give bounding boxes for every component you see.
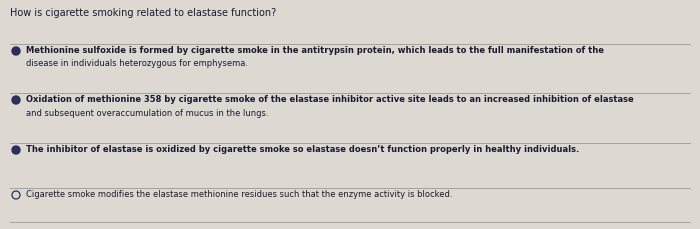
Circle shape [12,146,20,154]
Text: The inhibitor of elastase is oxidized by cigarette smoke so elastase doesn’t fun: The inhibitor of elastase is oxidized by… [26,145,580,154]
Text: and subsequent overaccumulation of mucus in the lungs.: and subsequent overaccumulation of mucus… [26,109,269,117]
Text: Methionine sulfoxide is formed by cigarette smoke in the antitrypsin protein, wh: Methionine sulfoxide is formed by cigare… [26,46,604,55]
Circle shape [12,96,20,104]
Text: Oxidation of methionine 358 by cigarette smoke of the elastase inhibitor active : Oxidation of methionine 358 by cigarette… [26,95,634,104]
Text: Cigarette smoke modifies the elastase methionine residues such that the enzyme a: Cigarette smoke modifies the elastase me… [26,190,452,199]
Text: How is cigarette smoking related to elastase function?: How is cigarette smoking related to elas… [10,8,276,18]
Circle shape [12,47,20,55]
Text: disease in individuals heterozygous for emphysema.: disease in individuals heterozygous for … [26,60,248,68]
